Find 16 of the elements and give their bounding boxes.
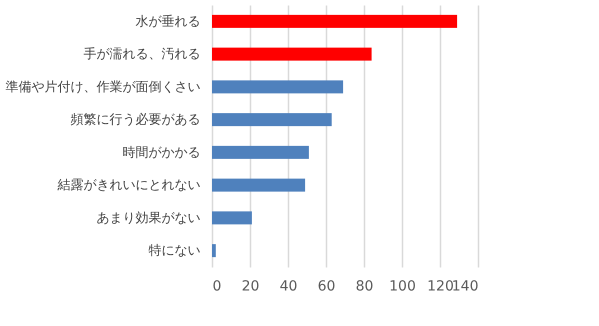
x-tick-label: 20 [242, 278, 260, 294]
y-tick-label: あまり効果がない [96, 210, 200, 226]
y-tick-label: 手が濡れる、汚れる [84, 47, 200, 62]
y-tick-label: 結露がきれいにとれない [56, 178, 200, 194]
y-tick-label: 水が垂れる [136, 14, 200, 30]
x-tick-label: 140 [452, 278, 478, 294]
y-tick-label: 頻繁に行う必要がある [70, 112, 200, 128]
y-tick-label: 特にない [148, 244, 200, 259]
x-tick-label: 120 [427, 278, 454, 294]
x-tick-label: 40 [280, 278, 298, 294]
y-tick-label: 準備や片付け、作業が面倒くさい [6, 80, 200, 95]
x-tick-label: 100 [389, 278, 416, 294]
x-tick-label: 80 [356, 278, 374, 294]
y-tick-label: 時間がかかる [122, 145, 200, 160]
x-tick-label: 60 [318, 278, 336, 294]
x-tick-label: 0 [212, 278, 222, 294]
